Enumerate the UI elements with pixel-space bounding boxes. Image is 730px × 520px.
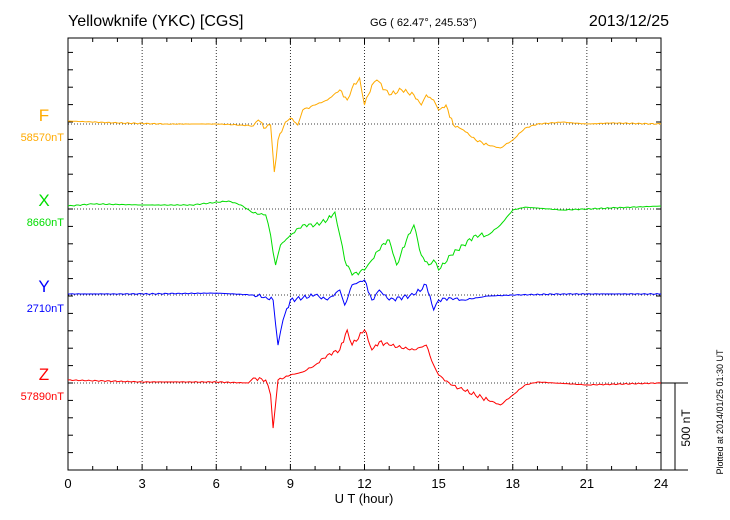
series-baseline-z: 57890nT	[21, 391, 65, 403]
series-baseline-x: 8660nT	[27, 217, 65, 229]
x-tick-label: 12	[357, 476, 371, 491]
x-axis-label: U T (hour)	[335, 491, 394, 506]
series-name-z: Z	[39, 365, 49, 384]
x-tick-label: 24	[654, 476, 668, 491]
series-name-y: Y	[38, 277, 49, 296]
series-name-f: F	[39, 106, 49, 125]
x-tick-label: 21	[580, 476, 594, 491]
scale-bar-label: 500 nT	[679, 409, 693, 447]
plotted-note: Plotted at 2014/01/25 01:30 UT	[715, 349, 725, 475]
chart-title: Yellowknife (YKC) [CGS]	[68, 13, 243, 30]
x-tick-label: 6	[213, 476, 220, 491]
chart-date: 2013/12/25	[589, 13, 669, 30]
series-line-x	[67, 200, 662, 276]
x-tick-label: 0	[64, 476, 71, 491]
x-tick-label: 18	[506, 476, 520, 491]
series-line-y	[68, 279, 662, 346]
x-tick-label: 15	[431, 476, 445, 491]
x-tick-label: 9	[287, 476, 294, 491]
series-baseline-y: 2710nT	[27, 303, 65, 315]
series-baseline-f: 58570nT	[21, 132, 65, 144]
chart-subtitle: GG ( 62.47°, 245.53°)	[370, 17, 477, 29]
series-name-x: X	[38, 191, 49, 210]
series-line-z	[67, 328, 662, 429]
x-tick-label: 3	[139, 476, 146, 491]
series-line-f	[67, 76, 662, 173]
